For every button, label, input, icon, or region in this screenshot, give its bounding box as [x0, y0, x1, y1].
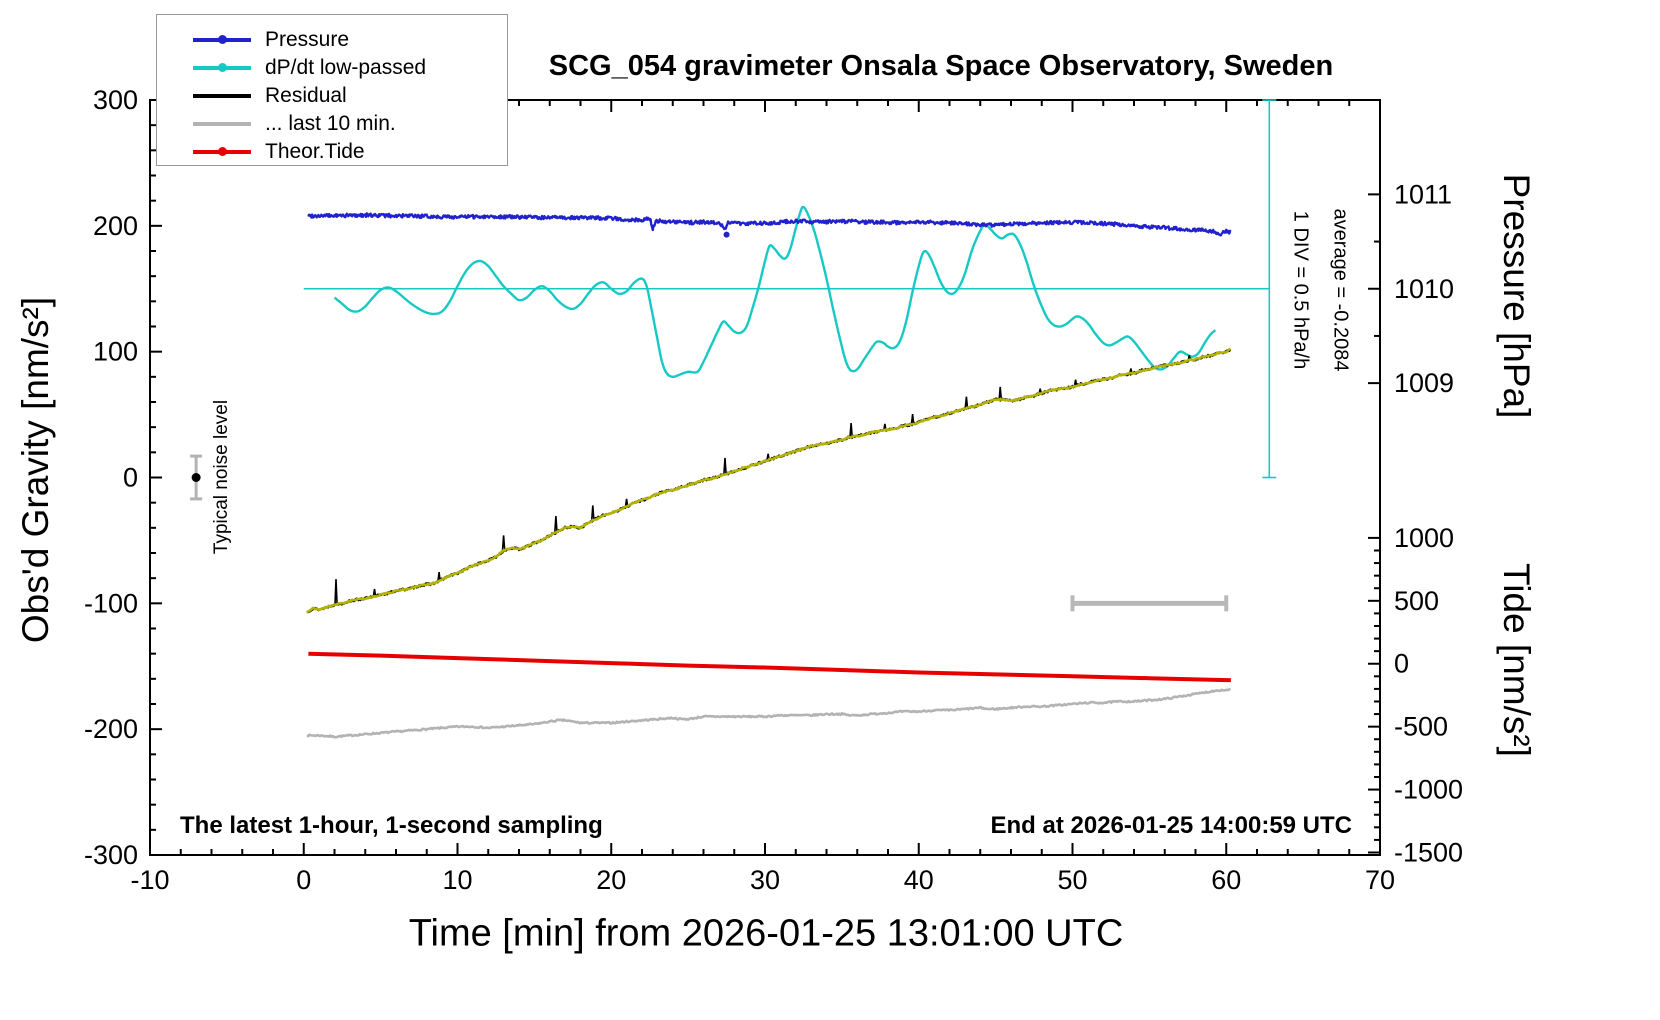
svg-text:300: 300: [93, 85, 138, 115]
tick-labels: -10 0 10 20 30 40 50 60 70-300-200-1000100200300…: [84, 85, 1463, 895]
svg-text:20: 20: [596, 865, 626, 895]
legend-item-residual: Residual: [157, 82, 507, 110]
svg-text:100: 100: [93, 337, 138, 367]
legend-item-pressure: Pressure: [157, 26, 507, 54]
noise-level-label: Typical noise level: [211, 399, 232, 555]
svg-text:0: 0: [296, 865, 311, 895]
y-axis-label-left: Obs'd Gravity [nm/s²]: [15, 296, 56, 644]
noise-level-marker: [190, 454, 203, 501]
series-theor-tide: [308, 651, 1231, 683]
svg-text:70: 70: [1365, 865, 1395, 895]
legend-item-theor-tide: Theor.Tide: [157, 138, 507, 166]
pressure-line-icon: [193, 35, 251, 44]
sampling-note: The latest 1-hour, 1-second sampling: [180, 812, 603, 839]
legend-label: dP/dt low-passed: [265, 56, 427, 79]
chart-title: SCG_054 gravimeter Onsala Space Observat…: [548, 50, 1334, 82]
svg-text:-1500: -1500: [1394, 837, 1463, 867]
plot-frame: [149, 99, 1381, 856]
y-axis-label-tide: Tide [nm/s²]: [1496, 563, 1537, 757]
svg-text:200: 200: [93, 211, 138, 241]
y-axis-label-pressure: Pressure [hPa]: [1496, 173, 1537, 419]
legend-item-dpdt: dP/dt low-passed: [157, 54, 507, 82]
x-axis-label: Time [min] from 2026-01-25 13:01:00 UTC: [408, 912, 1124, 955]
svg-text:40: 40: [904, 865, 934, 895]
legend-label: ... last 10 min.: [265, 112, 396, 135]
axis-ticks: [149, 99, 1381, 856]
series-residual-filtered: [306, 347, 1232, 614]
svg-text:1000: 1000: [1394, 523, 1454, 553]
div-scale-note: 1 DIV = 0.5 hPa/h: [1289, 210, 1312, 370]
svg-text:1009: 1009: [1394, 368, 1454, 398]
series-group: [190, 99, 1277, 739]
legend-label: Pressure: [265, 28, 350, 51]
last10-line-icon: [193, 122, 251, 126]
legend-item-last10: ... last 10 min.: [157, 110, 507, 138]
svg-text:30: 30: [750, 865, 780, 895]
svg-text:10: 10: [442, 865, 472, 895]
svg-text:-1000: -1000: [1394, 775, 1463, 805]
residual-spikes: [334, 355, 1192, 605]
svg-text:-100: -100: [84, 588, 138, 618]
legend-label: Residual: [265, 84, 347, 107]
svg-text:0: 0: [123, 463, 138, 493]
last10-span-bar: [1070, 595, 1229, 612]
theor-tide-line-icon: [193, 147, 251, 156]
svg-text:-10: -10: [130, 865, 169, 895]
svg-text:-500: -500: [1394, 712, 1448, 742]
dpdt-line-icon: [193, 63, 251, 72]
series-dpdt: [333, 205, 1217, 378]
residual-line-icon: [193, 94, 251, 98]
svg-text:60: 60: [1211, 865, 1241, 895]
series-last10: [306, 687, 1231, 739]
svg-text:50: 50: [1057, 865, 1087, 895]
legend-label: Theor.Tide: [265, 140, 365, 163]
end-time-note: End at 2026-01-25 14:00:59 UTC: [990, 812, 1353, 839]
svg-text:-300: -300: [84, 840, 138, 870]
average-note: average = -0.2084: [1329, 208, 1352, 372]
svg-text:1011: 1011: [1394, 179, 1452, 209]
svg-text:-200: -200: [84, 714, 138, 744]
svg-text:1010: 1010: [1394, 274, 1454, 304]
svg-text:0: 0: [1394, 649, 1409, 679]
series-pressure: [307, 212, 1232, 237]
legend-box: Pressure dP/dt low-passed Residual ... l…: [156, 14, 508, 166]
series-residual: [306, 348, 1232, 614]
svg-text:500: 500: [1394, 586, 1439, 616]
